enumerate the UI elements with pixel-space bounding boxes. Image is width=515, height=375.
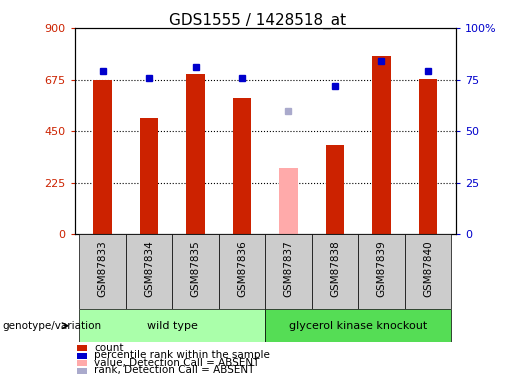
Bar [325,145,344,234]
Bar [265,234,312,309]
Text: GDS1555 / 1428518_at: GDS1555 / 1428518_at [169,13,346,29]
Bar [219,234,265,309]
Text: count: count [94,343,124,353]
Text: GSM87837: GSM87837 [283,240,294,297]
Text: GSM87839: GSM87839 [376,240,386,297]
Text: rank, Detection Call = ABSENT: rank, Detection Call = ABSENT [94,366,254,375]
Text: GSM87834: GSM87834 [144,240,154,297]
Text: genotype/variation: genotype/variation [3,321,101,331]
Bar [265,309,451,342]
Bar [173,234,219,309]
Bar [405,234,451,309]
Bar [233,98,251,234]
Text: GSM87836: GSM87836 [237,240,247,297]
Bar [372,56,391,234]
Bar [79,234,126,309]
Text: value, Detection Call = ABSENT: value, Detection Call = ABSENT [94,358,260,368]
Bar [186,74,205,234]
Bar [358,234,405,309]
Text: GSM87833: GSM87833 [97,240,108,297]
Bar [419,78,437,234]
Text: GSM87840: GSM87840 [423,240,433,297]
Bar [93,80,112,234]
Text: GSM87835: GSM87835 [191,240,200,297]
Text: percentile rank within the sample: percentile rank within the sample [94,351,270,360]
Bar [140,117,158,234]
Text: GSM87838: GSM87838 [330,240,340,297]
Text: wild type: wild type [147,321,198,331]
Bar [279,168,298,234]
Bar [79,309,265,342]
Bar [312,234,358,309]
Text: glycerol kinase knockout: glycerol kinase knockout [289,321,427,331]
Bar [126,234,173,309]
